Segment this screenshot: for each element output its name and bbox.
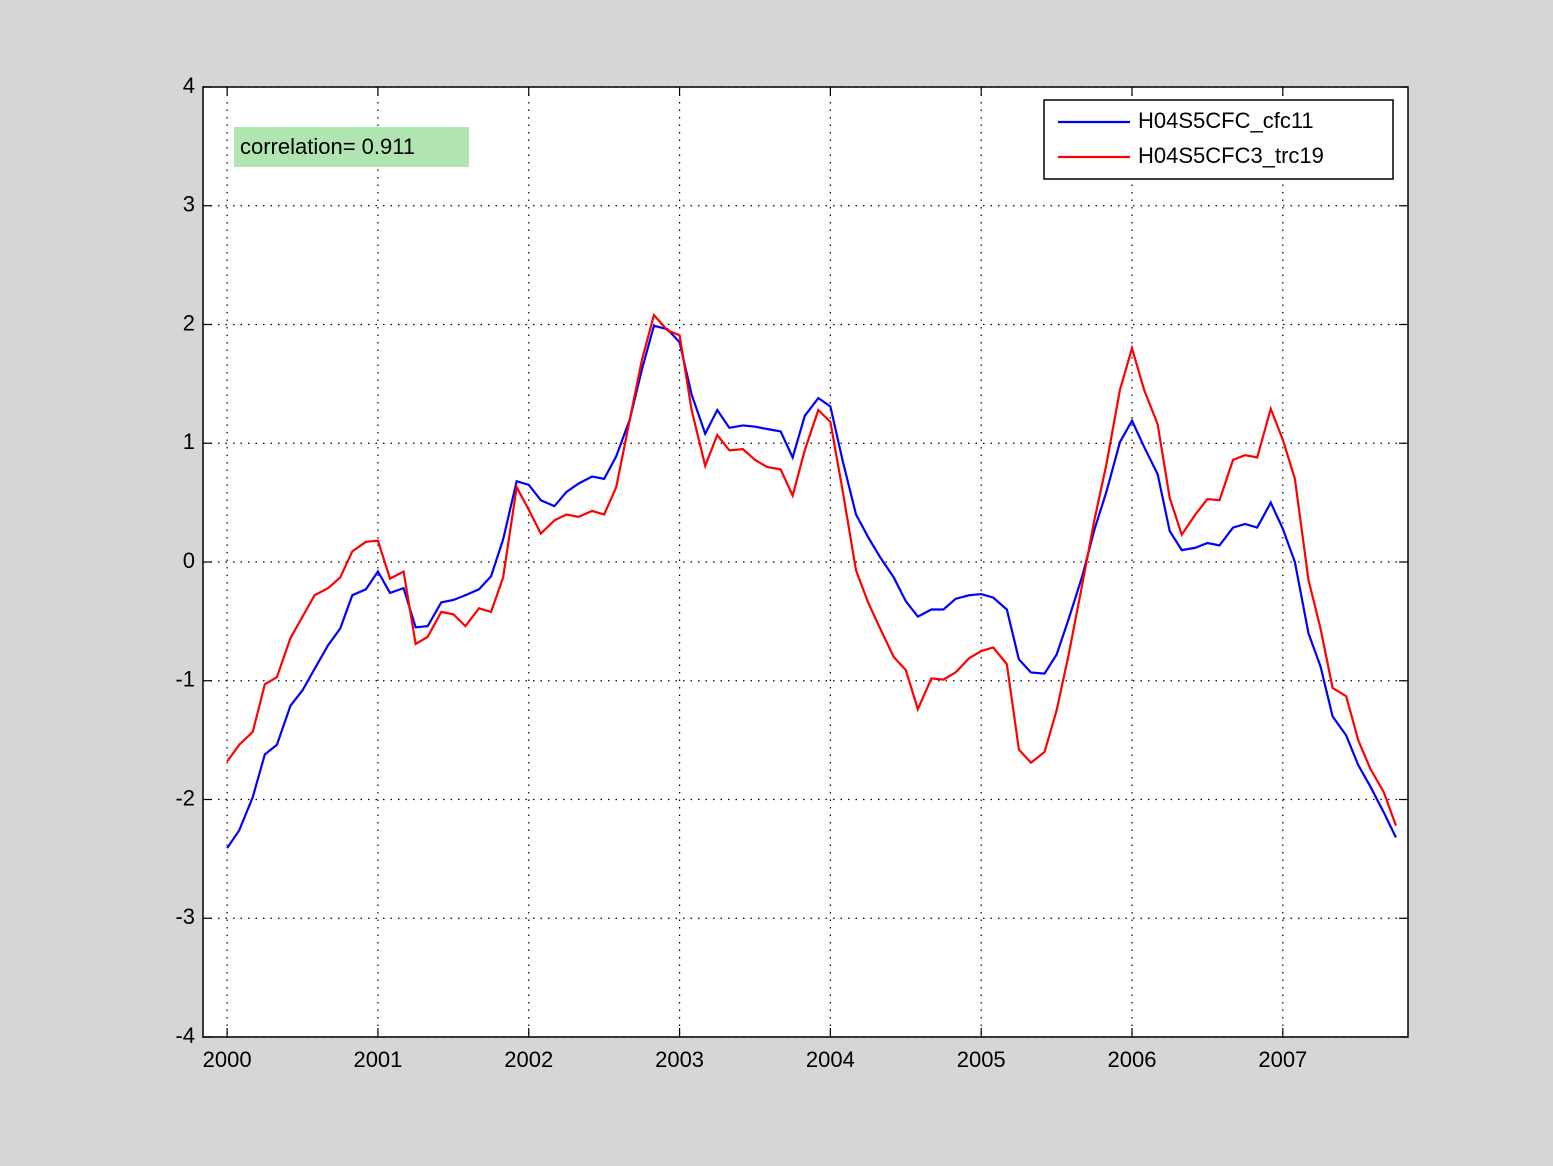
x-tick-label: 2003 xyxy=(655,1047,704,1072)
y-tick-label: 0 xyxy=(183,548,195,573)
legend-label: H04S5CFC3_trc19 xyxy=(1138,143,1324,168)
y-tick-label: 4 xyxy=(183,73,195,98)
y-tick-label: -2 xyxy=(175,785,195,810)
y-tick-label: 1 xyxy=(183,429,195,454)
y-tick-label: -1 xyxy=(175,667,195,692)
x-tick-label: 2001 xyxy=(353,1047,402,1072)
annotation: correlation= 0.911 xyxy=(240,134,415,159)
y-tick-label: -3 xyxy=(175,904,195,929)
x-tick-label: 2005 xyxy=(957,1047,1006,1072)
x-tick-label: 2002 xyxy=(504,1047,553,1072)
legend-label: H04S5CFC_cfc11 xyxy=(1138,108,1314,133)
legend-box xyxy=(1043,99,1394,180)
x-tick-label: 2007 xyxy=(1258,1047,1307,1072)
data-line xyxy=(226,324,1397,849)
data-line xyxy=(226,312,1397,827)
axes-box xyxy=(202,86,1409,1038)
y-tick-label: -4 xyxy=(175,1023,195,1048)
y-tick-label: 2 xyxy=(183,310,195,335)
x-tick-label: 2000 xyxy=(203,1047,252,1072)
x-tick-label: 2006 xyxy=(1108,1047,1157,1072)
y-tick-label: 3 xyxy=(183,192,195,217)
x-tick-label: 2004 xyxy=(806,1047,855,1072)
annotation-box xyxy=(234,127,469,167)
plot-area xyxy=(203,87,1408,1037)
